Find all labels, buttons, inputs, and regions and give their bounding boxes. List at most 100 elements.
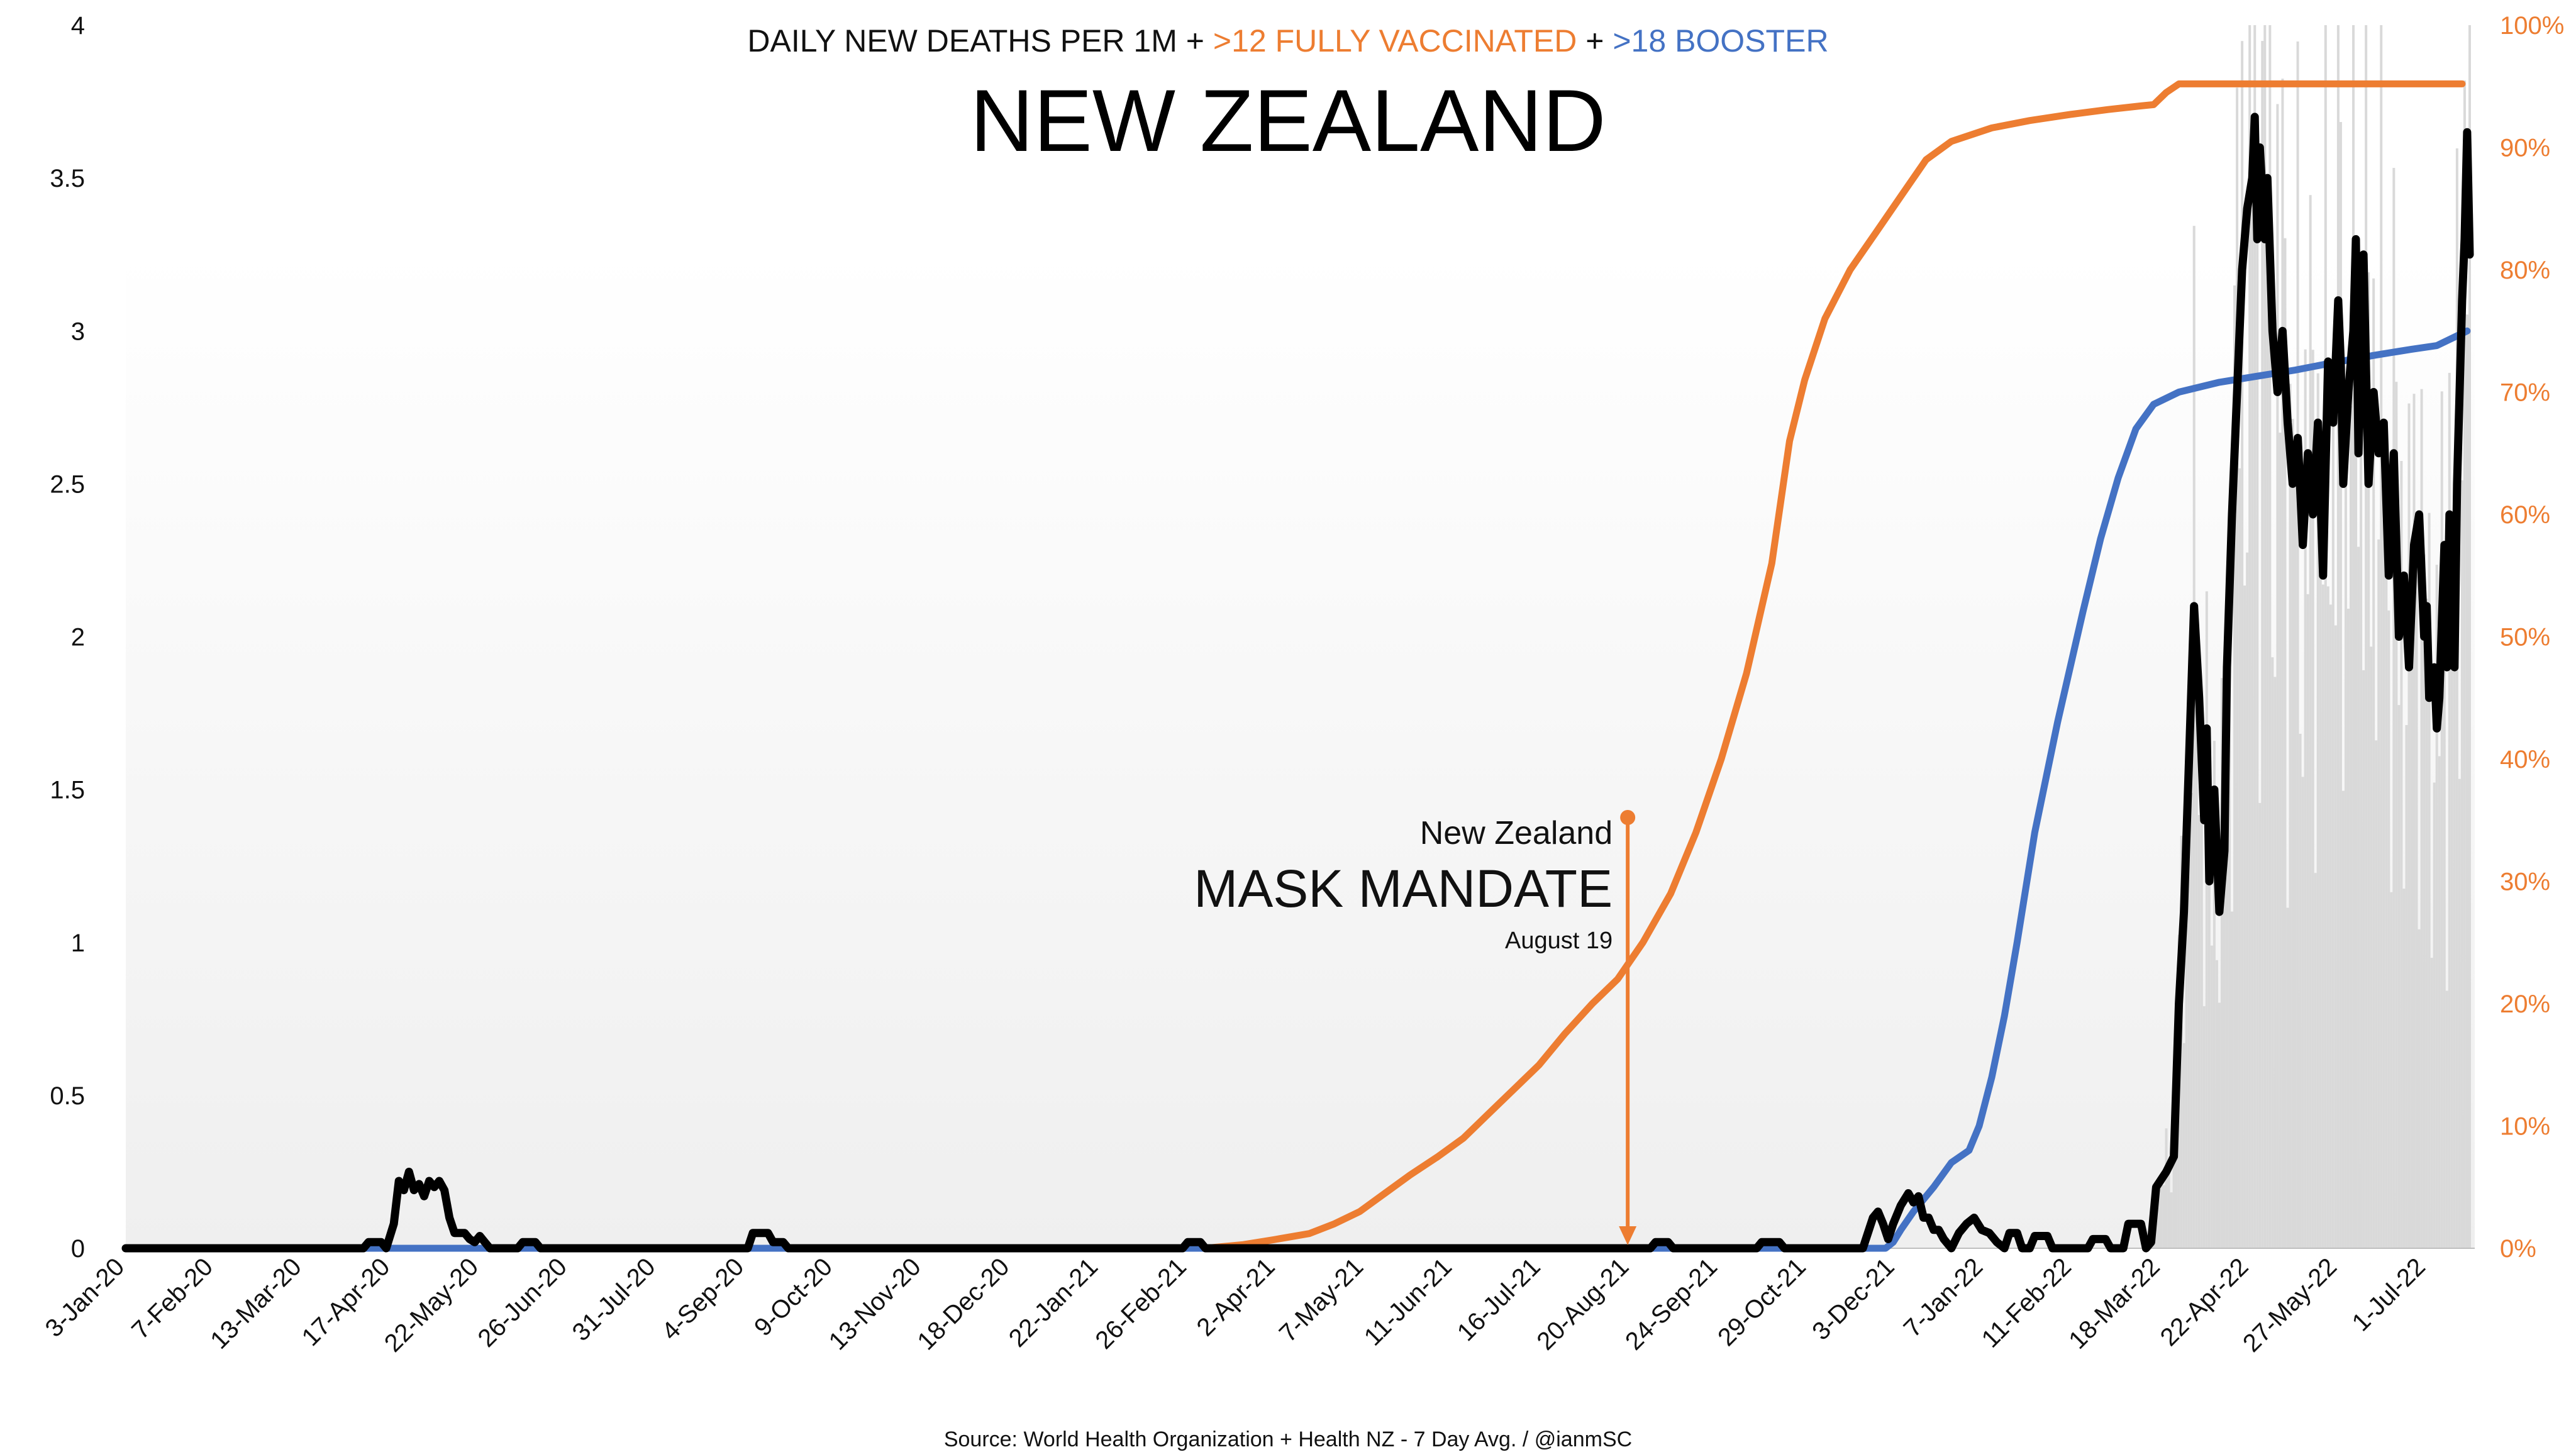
annotation-country: New Zealand <box>1420 815 1613 851</box>
right-y-tick-label: 60% <box>2500 501 2550 529</box>
right-y-axis: 0% 10% 20% 30% 40% 50% 60% 70% 80% 90% 100% <box>2500 12 2564 1263</box>
daily-death-bar <box>2271 657 2274 1248</box>
daily-death-bar <box>2443 550 2446 1248</box>
daily-death-bar <box>2157 1186 2160 1248</box>
x-tick-label: 1-Jul-22 <box>2347 1253 2431 1336</box>
daily-death-bar <box>2412 394 2416 1248</box>
x-axis: 3-Jan-207-Feb-2013-Mar-2017-Apr-2022-May… <box>40 1248 2475 1358</box>
daily-death-bar <box>2291 419 2294 1249</box>
daily-death-bar <box>2453 612 2456 1248</box>
left-y-tick-label: 2.5 <box>50 470 85 498</box>
annotation-mask-mandate: MASK MANDATE <box>1194 859 1613 918</box>
daily-death-bar <box>2438 756 2441 1248</box>
x-tick-label: 7-May-21 <box>1274 1253 1369 1348</box>
plot-background <box>126 252 2475 1248</box>
daily-death-bar <box>2301 777 2304 1248</box>
daily-death-bar <box>2273 677 2277 1248</box>
daily-death-bar <box>2205 591 2208 1249</box>
daily-death-bar <box>2316 373 2319 1248</box>
daily-death-bar <box>2362 670 2365 1248</box>
daily-death-bar <box>2289 384 2292 1249</box>
daily-death-bar <box>2357 546 2360 1249</box>
right-y-tick-label: 30% <box>2500 868 2550 896</box>
daily-death-bar <box>2286 907 2289 1248</box>
daily-death-bar <box>2463 80 2466 1248</box>
daily-death-bar <box>2372 278 2375 1249</box>
daily-death-bar <box>2430 958 2433 1248</box>
daily-death-bar <box>2243 585 2246 1248</box>
daily-death-bar <box>2397 705 2401 1248</box>
x-tick-label: 9-Oct-20 <box>749 1253 838 1341</box>
daily-death-bar <box>2331 358 2334 1248</box>
right-y-tick-label: 80% <box>2500 257 2550 284</box>
daily-death-bar <box>2202 1006 2206 1248</box>
x-tick-label: 29-Oct-21 <box>1713 1253 1811 1351</box>
right-y-tick-label: 0% <box>2500 1235 2536 1263</box>
daily-death-bar <box>2155 1217 2158 1248</box>
booster-series-line <box>122 327 2471 1252</box>
daily-death-bar <box>2410 664 2413 1248</box>
subtitle-plus: + <box>1585 23 1604 58</box>
daily-death-bar <box>2200 726 2203 1248</box>
daily-death-bar <box>2263 25 2267 1248</box>
x-tick-label: 7-Feb-20 <box>126 1253 218 1344</box>
daily-death-bar <box>2223 855 2226 1248</box>
left-y-axis: 0 0.5 1 1.5 2 2.5 3 3.5 4 <box>50 12 85 1263</box>
daily-death-bar <box>2187 834 2190 1248</box>
annotation-date: August 19 <box>1505 928 1613 954</box>
x-tick-label: 26-Jun-20 <box>472 1253 572 1352</box>
daily-death-bar <box>2170 1192 2173 1248</box>
x-tick-label: 24-Sep-21 <box>1620 1253 1723 1355</box>
daily-death-bar <box>2418 929 2421 1248</box>
daily-death-bar <box>2344 377 2347 1248</box>
x-tick-label: 31-Jul-20 <box>567 1253 661 1346</box>
daily-death-bar <box>2182 1043 2185 1248</box>
left-y-tick-label: 1.5 <box>50 777 85 804</box>
daily-death-bar <box>2197 815 2201 1248</box>
daily-death-bar <box>2420 389 2423 1248</box>
daily-death-bar <box>2251 202 2254 1249</box>
left-y-tick-label: 3.5 <box>50 165 85 192</box>
daily-death-bar <box>2460 480 2463 1248</box>
x-tick-label: 18-Mar-22 <box>2063 1253 2165 1355</box>
daily-death-bar <box>2355 419 2358 1249</box>
right-y-tick-label: 40% <box>2500 746 2550 773</box>
daily-death-bar <box>2261 41 2264 1249</box>
daily-death-bar <box>2299 733 2302 1248</box>
x-tick-label: 18-Dec-20 <box>912 1253 1014 1355</box>
daily-death-bar <box>2365 25 2368 1248</box>
daily-death-bar <box>2225 692 2228 1248</box>
daily-death-bar <box>2238 468 2241 1249</box>
daily-death-bar <box>2212 741 2216 1248</box>
daily-death-bar <box>2435 565 2438 1248</box>
daily-death-bar <box>2440 391 2443 1248</box>
daily-death-bar <box>2346 609 2350 1248</box>
daily-death-bar <box>2334 625 2337 1248</box>
left-y-tick-label: 0.5 <box>50 1082 85 1110</box>
daily-death-bar <box>2405 725 2408 1248</box>
daily-death-bar <box>2455 148 2458 1249</box>
daily-death-bar <box>2402 889 2406 1248</box>
daily-death-bar <box>2296 41 2299 1249</box>
x-tick-label: 2-Apr-21 <box>1192 1253 1280 1341</box>
daily-death-bar <box>2281 79 2284 1249</box>
daily-death-bar <box>2192 226 2196 1248</box>
daily-death-bar <box>2218 1002 2221 1248</box>
daily-death-bar <box>2349 406 2352 1248</box>
daily-death-bar <box>2382 519 2385 1248</box>
right-y-tick-label: 70% <box>2500 379 2550 407</box>
daily-death-bar <box>2314 873 2317 1248</box>
daily-death-bar <box>2306 594 2309 1248</box>
series-lines <box>121 80 2474 1253</box>
daily-death-bar <box>2326 586 2329 1248</box>
left-y-tick-label: 3 <box>71 318 85 345</box>
x-tick-label: 13-Mar-20 <box>205 1253 307 1355</box>
daily-death-bar <box>2233 285 2236 1249</box>
daily-death-bar <box>2167 1174 2170 1248</box>
deaths-series-line <box>121 113 2474 1253</box>
right-y-tick-label: 20% <box>2500 990 2550 1018</box>
daily-death-bar <box>2258 802 2262 1248</box>
daily-death-bar <box>2367 272 2370 1249</box>
x-tick-label: 16-Jul-21 <box>1452 1253 1546 1346</box>
